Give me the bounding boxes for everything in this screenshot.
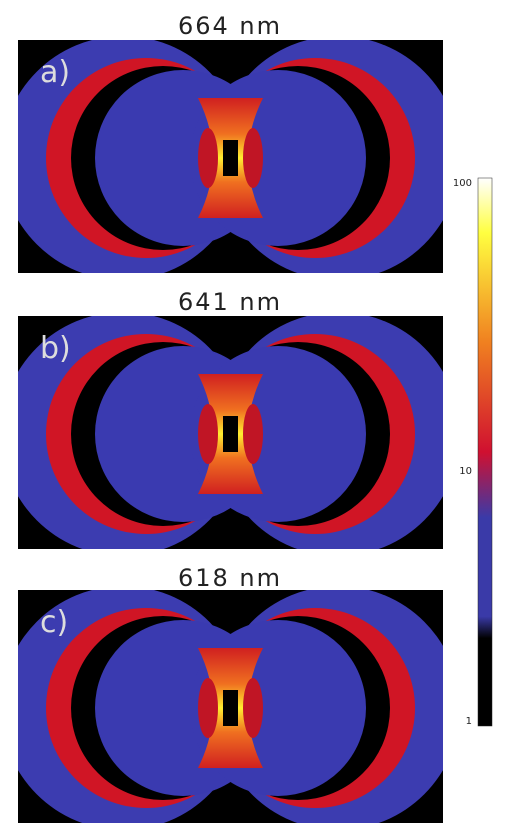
figure: 664 nm a) 641 nm b) 618 nm c) 100 10 1 <box>0 0 508 826</box>
panel-label: b) <box>40 331 71 366</box>
colorbar-tick: 1 <box>466 716 472 727</box>
panel-title: 641 nm <box>178 288 282 316</box>
panel-title: 664 nm <box>178 12 282 40</box>
panel-b: 641 nm b) <box>1 288 460 556</box>
colorbar-tick: 10 <box>459 466 472 477</box>
panel-a: 664 nm a) <box>1 12 460 280</box>
panel-c: 618 nm c) <box>1 564 460 826</box>
panel-label: c) <box>40 605 68 640</box>
colorbar-tick: 100 <box>453 178 472 189</box>
panel-title: 618 nm <box>178 564 282 592</box>
colorbar: 100 10 1 <box>453 178 492 727</box>
panel-label: a) <box>40 55 70 90</box>
